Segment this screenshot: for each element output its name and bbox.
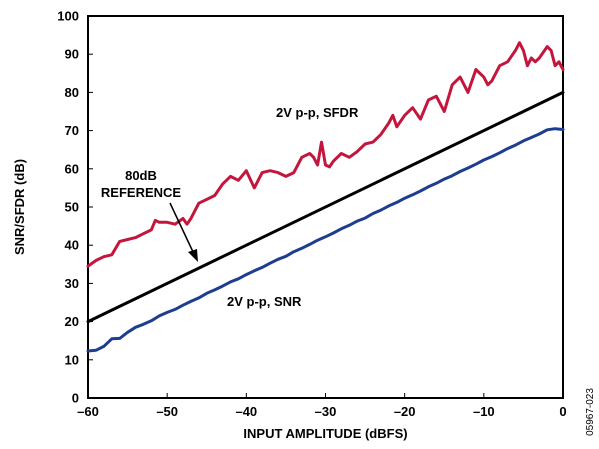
y-tick-label: 50 (65, 200, 79, 215)
x-tick-label: –50 (156, 404, 178, 419)
x-tick-label: –20 (394, 404, 416, 419)
reference-annotation-line1: 80dB (125, 168, 157, 183)
y-tick-label: 30 (65, 276, 79, 291)
y-axis-ticks: 0 10 20 30 40 50 60 70 80 90 100 (57, 9, 93, 406)
x-tick-label: –60 (77, 404, 99, 419)
reference-annotation-line2: REFERENCE (101, 185, 182, 200)
y-axis-title: SNR/SFDR (dB) (12, 159, 27, 255)
y-tick-label: 10 (65, 352, 79, 367)
y-tick-label: 20 (65, 314, 79, 329)
sfdr-series-line (86, 41, 565, 268)
y-tick-label: 0 (72, 391, 79, 406)
y-tick-label: 70 (65, 123, 79, 138)
y-tick-label: 90 (65, 47, 79, 62)
x-axis-title: INPUT AMPLITUDE (dBFS) (243, 426, 407, 441)
y-tick-label: 40 (65, 238, 79, 253)
reference-line (86, 90, 565, 324)
y-tick-label: 100 (57, 9, 79, 24)
figure-id: 05967-023 (585, 388, 596, 436)
x-axis-ticks: –60 –50 –40 –30 –20 –10 0 (77, 393, 567, 419)
x-tick-label: –40 (235, 404, 257, 419)
snr-series-line (86, 127, 565, 353)
sfdr-annotation: 2V p-p, SFDR (276, 105, 359, 120)
x-tick-label: –30 (315, 404, 337, 419)
snr-annotation: 2V p-p, SNR (227, 294, 302, 309)
x-tick-label: –10 (473, 404, 495, 419)
reference-arrow-shaft (169, 202, 195, 255)
y-tick-label: 60 (65, 161, 79, 176)
x-tick-label: 0 (559, 404, 566, 419)
series-lines (86, 41, 565, 353)
y-tick-label: 80 (65, 85, 79, 100)
reference-arrow-head (188, 249, 198, 262)
